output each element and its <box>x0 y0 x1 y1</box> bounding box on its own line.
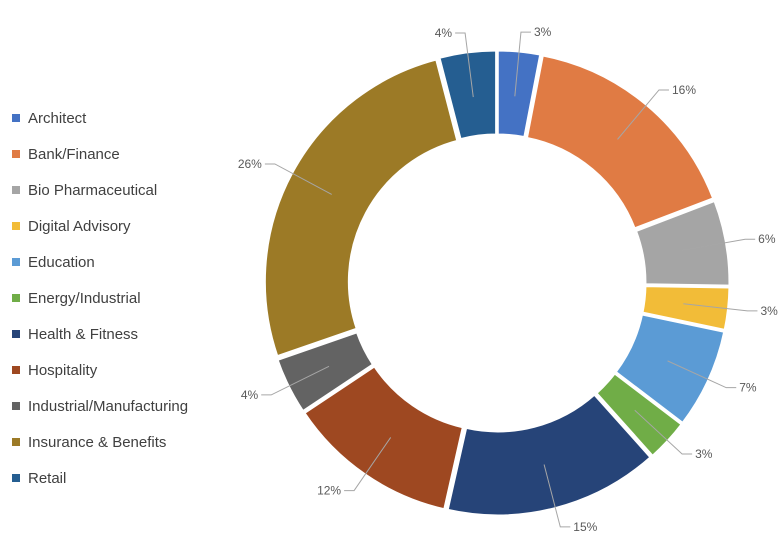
data-label: 3% <box>695 447 713 461</box>
leader-line <box>634 409 693 455</box>
donut-slice <box>262 57 460 359</box>
legend-label: Hospitality <box>28 361 98 379</box>
donut-slice <box>495 48 543 140</box>
legend-label: Bio Pharmaceutical <box>28 181 158 199</box>
legend-item: Insurance & Benefits <box>12 424 188 460</box>
legend-swatch <box>12 222 20 230</box>
data-label: 3% <box>760 304 778 318</box>
legend-item: Bank/Finance <box>12 136 188 172</box>
legend-item: Bio Pharmaceutical <box>12 172 188 208</box>
legend-swatch <box>12 186 20 194</box>
donut-slice <box>524 53 716 231</box>
leader-line <box>543 464 571 528</box>
leader-line <box>667 360 737 389</box>
legend-swatch <box>12 366 20 374</box>
legend-label: Education <box>28 253 95 271</box>
legend-item: Digital Advisory <box>12 208 188 244</box>
legend-swatch <box>12 474 20 482</box>
legend-label: Architect <box>28 109 87 127</box>
legend: Architect Bank/Finance Bio Pharmaceutical D… <box>12 100 188 496</box>
legend-label: Energy/Industrial <box>28 289 141 307</box>
data-label: 15% <box>573 520 597 534</box>
legend-swatch <box>12 438 20 446</box>
legend-item: Architect <box>12 100 188 136</box>
leader-line <box>261 365 330 396</box>
legend-label: Insurance & Benefits <box>28 433 167 451</box>
data-label: 4% <box>241 388 259 402</box>
data-label: 7% <box>739 381 757 395</box>
legend-swatch <box>12 330 20 338</box>
legend-label: Retail <box>28 469 67 487</box>
legend-swatch <box>12 402 20 410</box>
donut-slice <box>275 329 376 414</box>
leader-line <box>264 163 332 195</box>
legend-item: Health & Fitness <box>12 316 188 352</box>
data-label: 4% <box>435 26 453 40</box>
data-label: 12% <box>317 484 341 498</box>
leader-line <box>617 89 669 140</box>
legend-label: Industrial/Manufacturing <box>28 397 189 415</box>
leader-line <box>455 32 474 98</box>
legend-item: Retail <box>12 460 188 496</box>
legend-label: Digital Advisory <box>28 217 131 235</box>
legend-item: Education <box>12 244 188 280</box>
donut-slice <box>437 48 499 142</box>
data-label: 6% <box>758 232 776 246</box>
leader-line <box>344 437 392 492</box>
legend-swatch <box>12 114 20 122</box>
legend-item: Industrial/Manufacturing <box>12 388 188 424</box>
legend-swatch <box>12 258 20 266</box>
data-label: 16% <box>672 83 696 97</box>
leader-line <box>683 303 758 312</box>
data-label: 26% <box>238 157 262 171</box>
legend-item: Hospitality <box>12 352 188 388</box>
legend-label: Health & Fitness <box>28 325 139 343</box>
legend-swatch <box>12 150 20 158</box>
leader-line <box>681 238 756 251</box>
leader-line <box>514 31 531 97</box>
legend-label: Bank/Finance <box>28 145 120 163</box>
data-label: 3% <box>534 25 552 39</box>
legend-item: Energy/Industrial <box>12 280 188 316</box>
donut-slice <box>445 391 654 518</box>
legend-swatch <box>12 294 20 302</box>
